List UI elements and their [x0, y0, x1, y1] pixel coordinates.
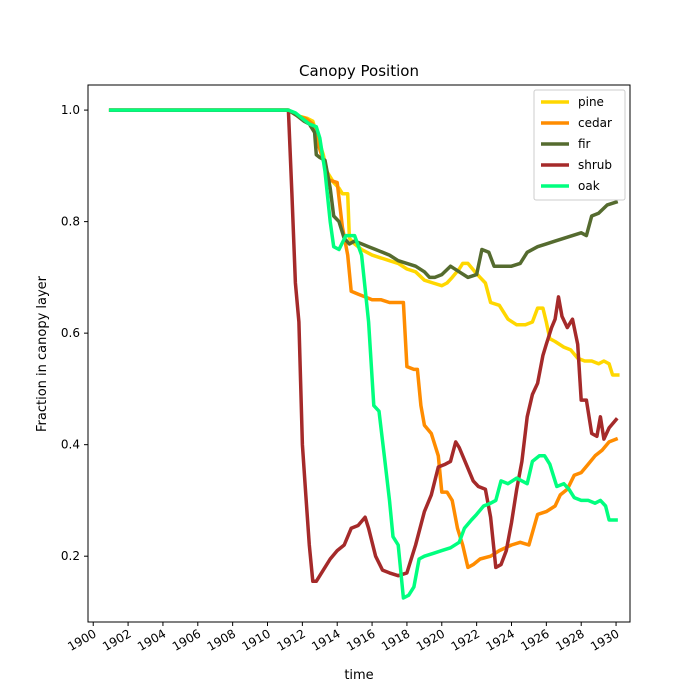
legend-label-shrub: shrub: [578, 158, 612, 172]
y-tick-label: 0.6: [61, 326, 80, 340]
series-line-shrub: [108, 108, 619, 584]
legend-label-cedar: cedar: [578, 116, 612, 130]
legend-label-fir: fir: [578, 137, 591, 151]
series-line-oak: [108, 108, 618, 600]
series-line-cedar: [108, 108, 619, 570]
y-tick-label: 0.8: [61, 215, 80, 229]
legend: pine cedar fir shrub oak: [533, 89, 626, 201]
legend-label-pine: pine: [578, 95, 604, 109]
y-tick-label: 1.0: [61, 103, 80, 117]
chart-title: Canopy Position: [299, 62, 419, 80]
legend-label-oak: oak: [578, 179, 600, 193]
plot-frame: [87, 84, 631, 623]
y-axis-label: Fraction in canopy layer: [35, 275, 50, 432]
x-axis-label: time: [344, 668, 373, 683]
series-layer: [108, 108, 620, 600]
y-tick-label: 0.2: [61, 549, 80, 563]
y-tick-label: 0.4: [61, 438, 80, 452]
legend-box: [533, 89, 626, 201]
